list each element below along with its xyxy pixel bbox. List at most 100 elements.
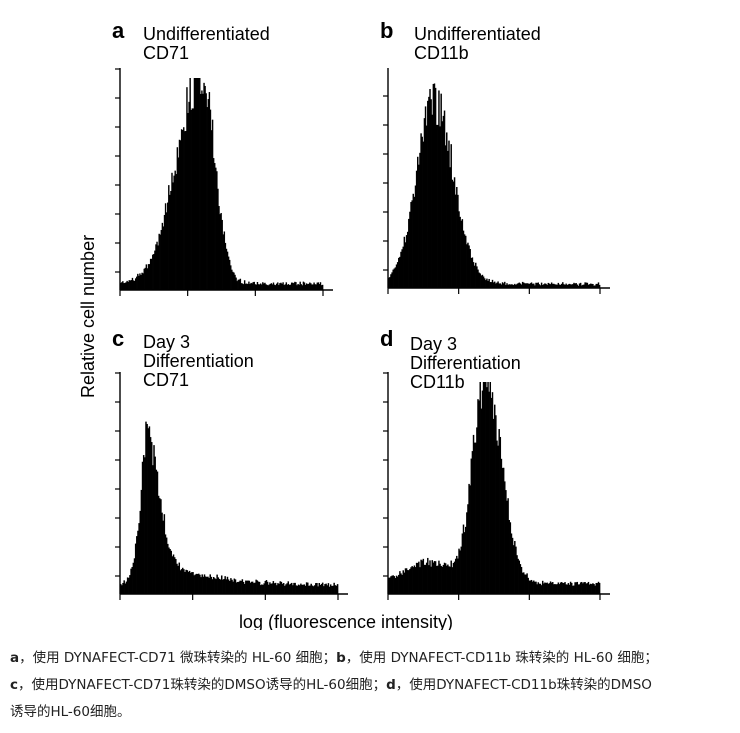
histogram-bar	[507, 498, 509, 594]
histogram-bar	[198, 573, 200, 594]
histogram-bar	[541, 284, 544, 288]
histogram-bar	[280, 581, 283, 594]
histogram-bar	[533, 283, 535, 288]
histogram-bar	[446, 132, 448, 288]
histogram-bar	[292, 585, 294, 594]
histogram-bar	[203, 574, 206, 594]
histogram-bar	[469, 248, 471, 288]
histogram-bar	[498, 283, 500, 288]
histogram-bar	[539, 285, 542, 288]
histogram-bar	[471, 257, 474, 288]
histogram-bar	[408, 570, 410, 594]
histogram-bar	[488, 278, 490, 288]
histogram-bar	[423, 118, 426, 288]
histogram-bar	[183, 569, 185, 594]
histogram-bar	[331, 585, 333, 594]
histogram-bar	[179, 140, 182, 290]
histogram-bar	[257, 284, 260, 290]
histogram-bar	[428, 565, 430, 594]
histogram-bar	[596, 283, 599, 288]
histogram-bar	[486, 387, 488, 594]
histogram-bar	[154, 250, 156, 290]
histogram-bar	[157, 245, 159, 290]
histogram-bar	[518, 560, 521, 594]
histogram-bar	[200, 577, 202, 594]
histogram-bar	[536, 584, 538, 594]
histogram-bar	[476, 427, 478, 594]
histogram-bar	[549, 581, 552, 594]
histogram-bar	[234, 579, 237, 594]
histogram-bar	[500, 284, 503, 288]
histogram-bar	[125, 282, 127, 290]
histogram-bar	[197, 78, 200, 290]
histogram-bar	[296, 585, 299, 594]
histogram-bar	[171, 172, 173, 290]
histogram-bar	[323, 586, 325, 594]
histogram-bar	[258, 284, 261, 290]
histogram-bar	[529, 580, 532, 594]
histogram-bar	[163, 514, 166, 594]
histogram-bar	[431, 114, 433, 288]
histogram-bar	[285, 584, 287, 594]
histogram-bar	[169, 549, 171, 594]
histogram-bar	[390, 274, 392, 288]
histogram-bar	[235, 277, 237, 290]
histogram-bar	[430, 566, 432, 594]
histogram-bar	[208, 92, 211, 290]
histogram-bar	[144, 267, 146, 290]
histogram-bar	[559, 284, 562, 288]
histogram-bar	[414, 185, 417, 288]
histogram-bar	[256, 580, 259, 594]
histogram-bar	[420, 133, 422, 288]
histogram-bar	[525, 574, 527, 594]
histogram-bar	[320, 285, 323, 290]
histogram-bar	[592, 583, 594, 594]
histogram-bar	[562, 282, 564, 288]
histogram-bar	[193, 575, 195, 594]
histogram-bar	[309, 585, 311, 594]
histogram-bar	[248, 580, 251, 594]
histogram-bar	[219, 579, 222, 594]
histogram-bar	[468, 245, 470, 288]
histogram-bar	[196, 78, 199, 290]
histogram-bar	[527, 283, 529, 288]
histogram-bar	[321, 284, 324, 290]
histogram-bar	[462, 524, 465, 594]
histogram-bar	[149, 258, 152, 290]
histogram-bar	[256, 282, 259, 290]
histogram-bar	[303, 584, 306, 594]
histogram-bar	[441, 566, 444, 594]
histogram-bar	[185, 569, 187, 594]
histogram-bar	[524, 574, 526, 594]
histogram-bar	[586, 583, 589, 594]
histogram-bar	[162, 226, 165, 290]
histogram-bar	[156, 471, 159, 594]
caption-panel-letter: c	[10, 677, 19, 693]
histogram-bar	[442, 564, 445, 594]
histogram-bar	[281, 283, 283, 290]
histogram-bar	[586, 282, 589, 288]
histogram-bar	[188, 101, 190, 290]
histogram-bar	[329, 584, 332, 594]
histogram-bar	[453, 177, 456, 288]
histogram-bar	[494, 404, 496, 594]
histogram-bar	[512, 545, 515, 594]
histogram-bar	[277, 583, 279, 594]
histogram-bar	[290, 582, 293, 594]
histogram-bar	[238, 581, 240, 594]
histogram-bar	[584, 282, 586, 288]
histogram-bar	[438, 90, 440, 289]
histogram-bar	[155, 469, 158, 594]
histogram-bar	[207, 576, 209, 594]
histogram-bar	[312, 284, 314, 290]
histogram-bar	[440, 93, 442, 289]
panel-title-d-line: Day 3	[410, 334, 457, 354]
histogram-bar	[558, 584, 561, 594]
histogram-bar	[404, 242, 407, 288]
histogram-bar	[328, 586, 331, 594]
histogram-bar	[563, 583, 565, 594]
histogram-bar	[394, 578, 397, 594]
histogram-bar	[467, 242, 469, 288]
histogram-bar	[168, 547, 170, 594]
histogram-bar	[463, 532, 466, 594]
